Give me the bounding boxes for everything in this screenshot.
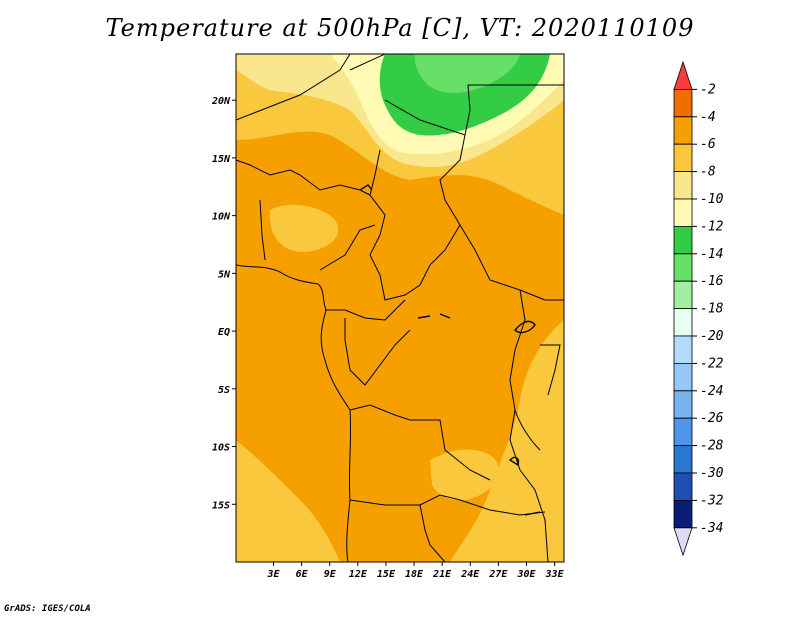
y-tick-label: 10N: [212, 212, 231, 223]
y-tick-label: 15N: [212, 154, 231, 165]
x-tick-label: 18E: [405, 569, 424, 580]
x-tick-label: 15E: [377, 569, 396, 580]
colorbar-segment: [673, 143, 693, 172]
colorbar-label: -6: [700, 137, 716, 152]
colorbar-label: -8: [700, 165, 716, 180]
colorbar-segment: [673, 500, 693, 529]
colorbar-segment: [673, 308, 693, 337]
colorbar-label: -22: [700, 356, 724, 371]
y-tick-label: 5N: [218, 269, 231, 280]
colorbar-segment: [673, 171, 693, 200]
colorbar-label: -32: [700, 493, 724, 508]
y-tick-label: 5S: [218, 385, 230, 396]
colorbar-segment: [673, 116, 693, 145]
x-axis: 3E 6E 9E 12E 15E 18E 21E 24E 27E 30E 33E: [266, 562, 565, 580]
temperature-band-minus8-south: [236, 440, 340, 562]
y-tick-label: 10S: [212, 443, 230, 454]
temperature-band-minus8-central: [430, 449, 499, 501]
colorbar-segment: [673, 253, 693, 282]
lakes: [359, 184, 541, 516]
colorbar-segment: [673, 60, 693, 90]
colorbar-segment: [673, 390, 693, 419]
colorbar-label: -26: [700, 411, 724, 426]
y-tick-label: 20N: [211, 96, 231, 107]
x-tick-label: 27E: [488, 569, 508, 580]
x-tick-label: 6E: [296, 569, 309, 580]
colorbar: -2 -4 -6 -8 -10 -12 -14 -16 -18 -20 -22 -24 -26 -28 -3…: [673, 60, 724, 557]
map-panel: [236, 54, 564, 562]
colorbar-label: -14: [700, 247, 723, 262]
colorbar-label: -10: [700, 192, 724, 207]
colorbar-segment: [673, 527, 693, 557]
colorbar-segment: [673, 417, 693, 446]
colorbar-label: -16: [700, 274, 724, 289]
colorbar-label: -2: [700, 82, 716, 97]
y-axis: 20N 15N 10N 5N EQ 5S 10S 15S: [211, 96, 236, 511]
x-tick-label: 21E: [432, 569, 452, 580]
colorbar-label: -28: [700, 439, 724, 454]
temperature-band-minus16: [414, 54, 520, 93]
colorbar-segment: [673, 445, 693, 474]
colorbar-label: -18: [700, 302, 724, 317]
temperature-band-minus8-east: [450, 320, 564, 562]
colorbar-segment: [673, 226, 693, 255]
colorbar-segment: [673, 335, 693, 364]
x-tick-label: 33E: [545, 569, 565, 580]
y-tick-label: EQ: [218, 327, 230, 338]
country-borders: [236, 54, 564, 562]
x-tick-label: 9E: [324, 569, 337, 580]
x-tick-label: 3E: [266, 569, 280, 580]
colorbar-segment: [673, 363, 693, 392]
y-tick-label: 15S: [212, 500, 230, 511]
map-frame: [235, 53, 565, 563]
colorbar-label: -4: [700, 110, 716, 125]
map-title: Temperature at 500hPa [C], VT: 202011010…: [105, 14, 695, 42]
x-tick-label: 24E: [460, 569, 480, 580]
temperature-band-minus8-west: [269, 204, 339, 253]
colorbar-label: -34: [700, 521, 723, 536]
grads-credit: GrADS: IGES/COLA: [4, 604, 91, 614]
colorbar-label: -12: [700, 219, 724, 234]
x-tick-label: 30E: [516, 569, 536, 580]
colorbar-segment: [673, 280, 693, 309]
colorbar-segment: [673, 472, 693, 501]
colorbar-segment: [673, 89, 693, 118]
colorbar-label: -30: [700, 466, 724, 481]
colorbar-label: -20: [700, 329, 724, 344]
colorbar-segment: [673, 198, 693, 227]
x-tick-label: 12E: [349, 569, 368, 580]
colorbar-label: -24: [700, 384, 723, 399]
